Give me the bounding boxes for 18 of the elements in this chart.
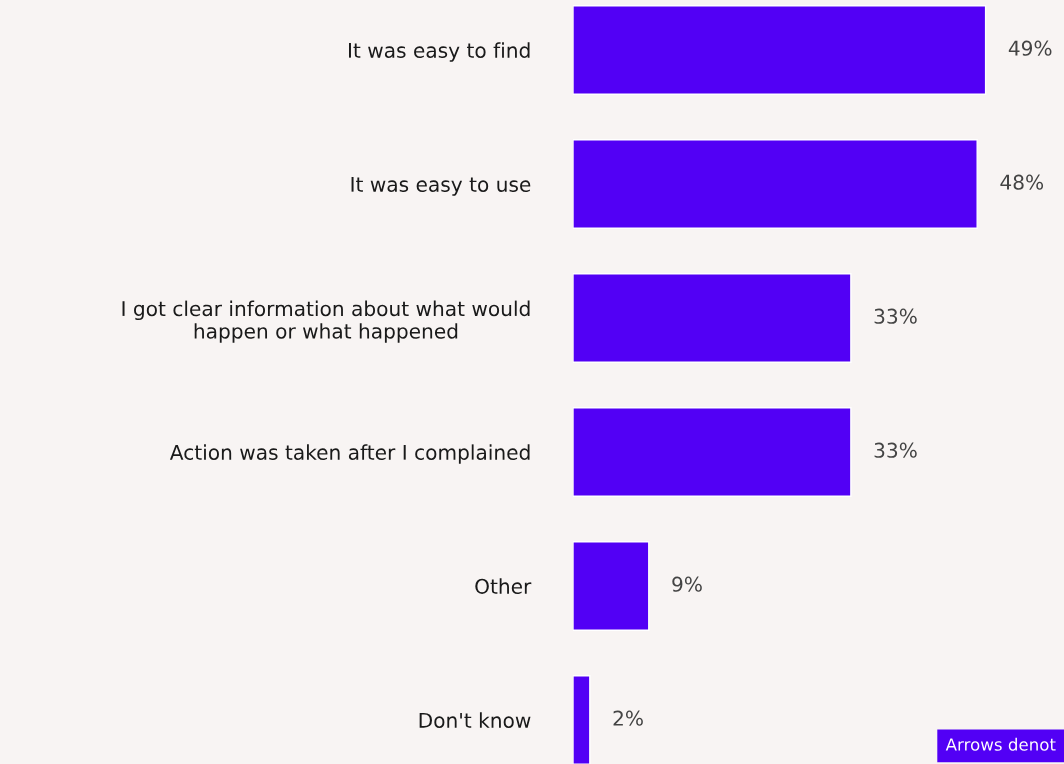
data-label: 48%	[1000, 174, 1044, 190]
data-label: 9%	[672, 576, 702, 592]
bar	[573, 407, 852, 497]
y-tick-label: Action was taken after I complained	[169, 444, 530, 464]
data-label: 33%	[874, 442, 917, 458]
bar	[573, 139, 978, 229]
y-tick-label: I got clear information about what would happen or what happened	[122, 300, 530, 343]
data-label: 49%	[1008, 40, 1052, 56]
bar	[573, 5, 987, 95]
y-tick-label: It was easy to use	[351, 176, 531, 196]
annotation: Arrows denot	[945, 737, 1056, 751]
y-tick-label: Other	[475, 578, 532, 594]
y-tick-label: It was easy to find	[348, 42, 530, 62]
y-tick-label: Don't know	[419, 712, 531, 728]
bar	[573, 541, 650, 631]
bar	[573, 273, 852, 363]
data-label: 33%	[874, 308, 917, 324]
data-label: 2%	[613, 710, 643, 726]
